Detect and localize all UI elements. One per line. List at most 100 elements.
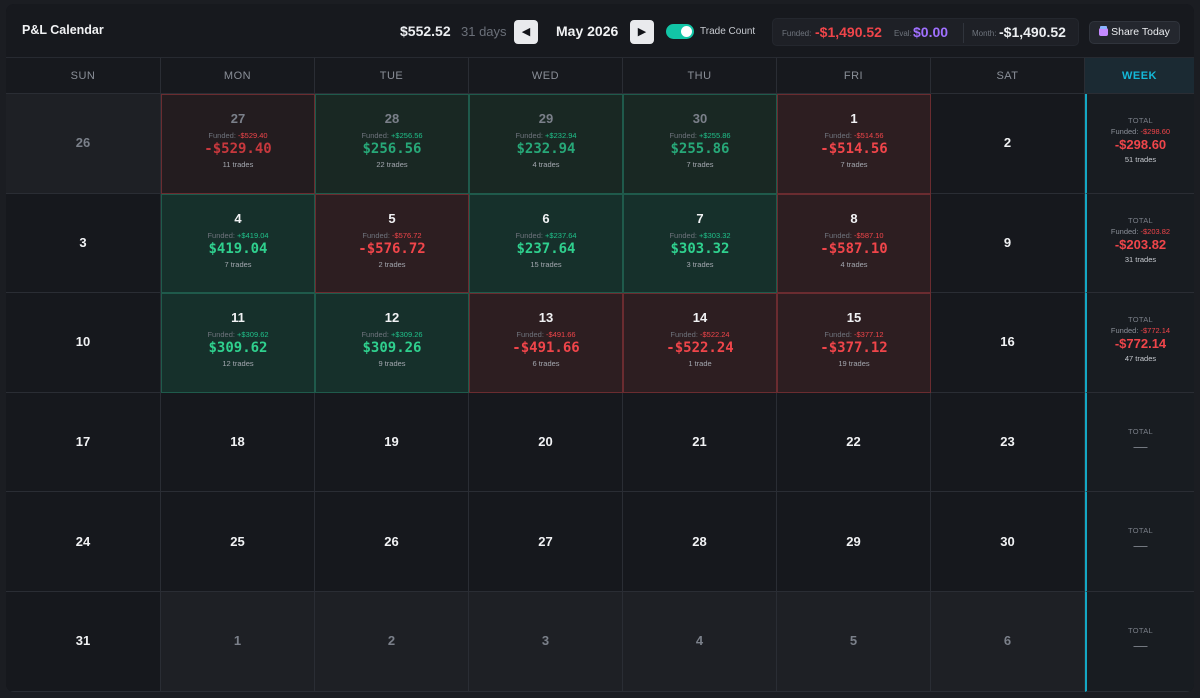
day-cell[interactable]: 16 xyxy=(931,293,1085,393)
day-trades: 1 trade xyxy=(688,359,712,369)
week-funded-label: Funded: xyxy=(1110,127,1141,136)
day-cell[interactable]: 6 Funded: +$237.64 $237.64 15 trades xyxy=(469,193,623,294)
day-cell[interactable]: 9 xyxy=(931,193,1085,294)
day-number: 20 xyxy=(538,434,553,450)
days-count: 31 days xyxy=(461,24,507,39)
day-funded-label: Funded: xyxy=(207,330,238,340)
week-total-label: TOTAL xyxy=(1128,215,1153,225)
day-funded-value: +$419.04 xyxy=(237,230,269,240)
day-funded-line: Funded: +$303.32 xyxy=(624,231,776,240)
day-cell[interactable]: 29 xyxy=(777,492,931,592)
day-cell[interactable]: 22 xyxy=(777,392,931,493)
day-number: 4 xyxy=(234,210,242,226)
day-funded-line: Funded: +$256.56 xyxy=(316,131,468,140)
week-trades: 47 trades xyxy=(1124,354,1157,364)
day-cell[interactable]: 27 xyxy=(469,492,623,592)
day-trades: 22 trades xyxy=(376,160,408,169)
day-cell[interactable]: 28 Funded: +$256.56 $256.56 22 trades xyxy=(315,94,469,194)
week-funded-line: Funded: -$203.82 xyxy=(1087,227,1194,236)
day-cell[interactable]: 5 Funded: -$576.72 -$576.72 2 trades xyxy=(315,193,469,294)
day-number: 1 xyxy=(850,111,858,126)
day-cell[interactable]: 3 xyxy=(469,592,623,692)
week-total-label: TOTAL xyxy=(1128,626,1153,635)
day-cell[interactable]: 11 Funded: +$309.62 $309.62 12 trades xyxy=(161,293,315,393)
day-cell[interactable]: 29 Funded: +$232.94 $232.94 4 trades xyxy=(469,94,623,194)
day-cell[interactable]: 8 Funded: -$587.10 -$587.10 4 trades xyxy=(777,193,931,294)
week-pnl: -$203.82 xyxy=(1114,236,1167,252)
eval-label: Eval: xyxy=(894,29,912,38)
day-trades: 4 trades xyxy=(840,259,868,269)
day-number: 24 xyxy=(75,533,91,549)
day-trades: 2 trades xyxy=(378,259,406,269)
day-cell[interactable]: 3 xyxy=(6,193,161,294)
week-empty-dash: — xyxy=(1133,537,1148,554)
week-total-label: TOTAL xyxy=(1128,116,1153,125)
day-cell[interactable]: 14 Funded: -$522.24 -$522.24 1 trade xyxy=(623,293,777,393)
share-today-button[interactable]: Share Today xyxy=(1089,21,1180,44)
day-pnl: $232.94 xyxy=(516,141,576,157)
month-total-pnl: $552.52 xyxy=(400,23,451,39)
day-cell[interactable]: 10 xyxy=(6,293,161,393)
pnl-calendar-app: P&L Calendar $552.52 31 days ◀ May 2026 … xyxy=(6,4,1194,692)
day-cell[interactable]: 7 Funded: +$303.32 $303.32 3 trades xyxy=(623,193,777,294)
eval-value: $0.00 xyxy=(913,24,949,40)
day-number: 7 xyxy=(696,210,704,226)
weekday-header-fri: FRI xyxy=(777,58,931,94)
day-cell[interactable]: 17 xyxy=(6,392,161,493)
day-number: 31 xyxy=(75,633,91,649)
day-cell[interactable]: 2 xyxy=(315,592,469,692)
day-number: 26 xyxy=(384,533,399,549)
prev-month-button[interactable]: ◀ xyxy=(514,20,538,44)
day-number: 29 xyxy=(846,533,861,549)
day-pnl: -$377.12 xyxy=(820,340,888,357)
day-cell[interactable]: 15 Funded: -$377.12 -$377.12 19 trades xyxy=(777,293,931,393)
week-funded-label: Funded: xyxy=(1110,326,1141,336)
day-cell[interactable]: 5 xyxy=(777,592,931,692)
day-cell[interactable]: 23 xyxy=(931,392,1085,493)
day-funded-line: Funded: +$309.62 xyxy=(162,330,314,339)
weekday-header-thu: THU xyxy=(623,58,777,94)
day-funded-label: Funded: xyxy=(515,131,546,140)
day-number: 22 xyxy=(846,434,861,450)
day-funded-value: -$514.56 xyxy=(854,131,884,140)
day-cell[interactable]: 6 xyxy=(931,592,1085,692)
day-cell[interactable]: 28 xyxy=(623,492,777,592)
day-cell[interactable]: 30 Funded: +$255.86 $255.86 7 trades xyxy=(623,94,777,194)
next-month-button[interactable]: ▶ xyxy=(630,20,654,44)
day-cell[interactable]: 1 Funded: -$514.56 -$514.56 7 trades xyxy=(777,94,931,194)
day-cell[interactable]: 27 Funded: -$529.40 -$529.40 11 trades xyxy=(161,94,315,194)
day-number: 25 xyxy=(230,533,245,549)
day-cell[interactable]: 1 xyxy=(161,592,315,692)
day-cell[interactable]: 20 xyxy=(469,392,623,493)
trade-count-toggle[interactable] xyxy=(666,24,694,39)
day-funded-value: -$529.40 xyxy=(238,131,268,140)
day-cell[interactable]: 19 xyxy=(315,392,469,493)
day-trades: 6 trades xyxy=(532,359,560,369)
day-cell[interactable]: 30 xyxy=(931,492,1085,592)
day-pnl: $309.26 xyxy=(362,340,422,357)
day-cell[interactable]: 13 Funded: -$491.66 -$491.66 6 trades xyxy=(469,293,623,393)
day-number: 3 xyxy=(79,234,87,250)
funded-label: Funded: xyxy=(782,29,812,38)
day-funded-label: Funded: xyxy=(362,230,392,240)
day-cell[interactable]: 26 xyxy=(315,492,469,592)
day-cell[interactable]: 26 xyxy=(6,94,161,194)
day-cell[interactable]: 18 xyxy=(161,392,315,493)
day-cell[interactable]: 21 xyxy=(623,392,777,493)
day-funded-value: -$377.12 xyxy=(854,330,884,340)
day-cell[interactable]: 12 Funded: +$309.26 $309.26 9 trades xyxy=(315,293,469,393)
week-total-label: TOTAL xyxy=(1128,315,1153,325)
day-cell[interactable]: 31 xyxy=(6,592,161,692)
day-number: 30 xyxy=(692,111,708,126)
day-funded-value: +$256.56 xyxy=(391,131,423,140)
day-cell[interactable]: 2 xyxy=(931,94,1085,194)
day-trades: 11 trades xyxy=(222,160,254,169)
day-trades: 12 trades xyxy=(222,359,254,369)
day-cell[interactable]: 4 xyxy=(623,592,777,692)
day-cell[interactable]: 24 xyxy=(6,492,161,592)
day-number: 26 xyxy=(75,135,91,151)
day-number: 6 xyxy=(1003,633,1012,649)
month-small-label: Month: xyxy=(972,29,997,38)
day-cell[interactable]: 4 Funded: +$419.04 $419.04 7 trades xyxy=(161,193,315,294)
day-cell[interactable]: 25 xyxy=(161,492,315,592)
